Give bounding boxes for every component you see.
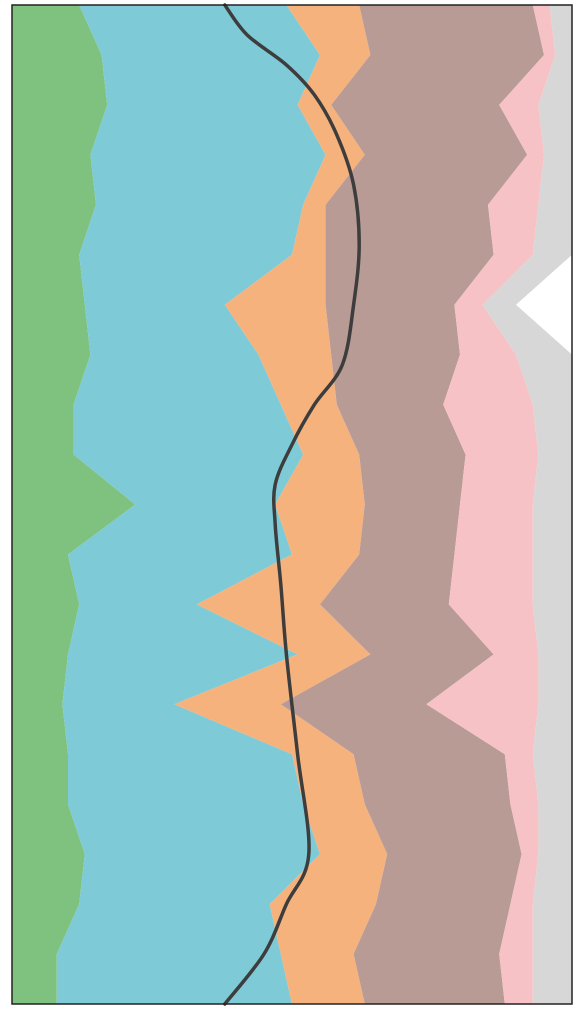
area-series-6 [482, 5, 572, 1004]
area-series-3 [174, 5, 388, 1004]
area-series-4 [280, 5, 544, 1004]
trend-line-layer [223, 3, 361, 1006]
plot-frame [11, 4, 573, 1005]
area-series-5 [426, 5, 556, 1004]
area-series-1 [12, 5, 136, 1004]
trend-line [223, 3, 361, 1006]
area-series-2 [56, 5, 326, 1004]
area-series-layer [12, 5, 572, 1004]
